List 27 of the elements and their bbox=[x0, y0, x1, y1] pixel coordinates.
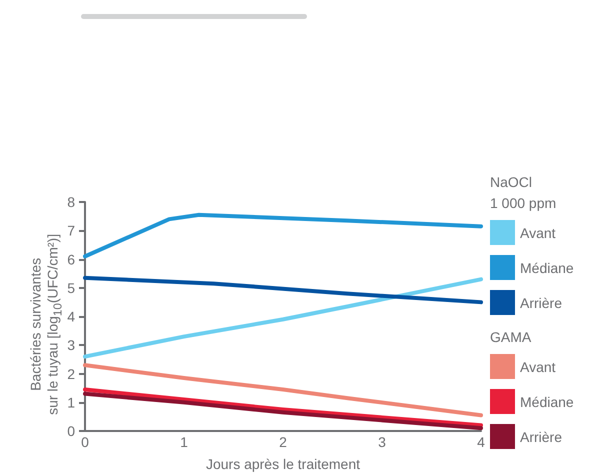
legend-label: Médiane bbox=[520, 260, 574, 276]
y-tick-label: 2 bbox=[67, 366, 76, 382]
legend-label: Arrière bbox=[520, 294, 562, 310]
legend-label: Médiane bbox=[520, 394, 574, 410]
line-series bbox=[83, 363, 483, 418]
x-axis-title: Jours après le traitement bbox=[204, 456, 362, 472]
x-tick-label: 3 bbox=[378, 434, 386, 450]
y-tick-label: 3 bbox=[67, 337, 76, 354]
y-tick-label: 8 bbox=[67, 194, 76, 210]
y-tick-label: 5 bbox=[67, 280, 76, 296]
line-series bbox=[83, 277, 483, 359]
x-tick-label: 1 bbox=[180, 434, 188, 450]
x-tick-label: 2 bbox=[279, 434, 288, 450]
x-tick-label: 0 bbox=[81, 434, 90, 450]
y-tick-label: 6 bbox=[67, 251, 76, 268]
legend-label: Avant bbox=[520, 224, 556, 240]
y-tick-label: 7 bbox=[67, 222, 76, 239]
line-series bbox=[83, 276, 483, 304]
text: NaOCl 1 000 ppm bbox=[490, 173, 558, 213]
y-tick-label: 0 bbox=[67, 423, 76, 439]
line-series bbox=[83, 212, 483, 258]
legend-label: Arrière bbox=[520, 428, 562, 444]
y-tick-label: 1 bbox=[67, 394, 76, 410]
y-tick-label: 4 bbox=[67, 308, 76, 324]
x-tick-label: 4 bbox=[477, 434, 486, 450]
text: GAMA bbox=[490, 328, 532, 347]
legend-label: Avant bbox=[520, 358, 556, 374]
